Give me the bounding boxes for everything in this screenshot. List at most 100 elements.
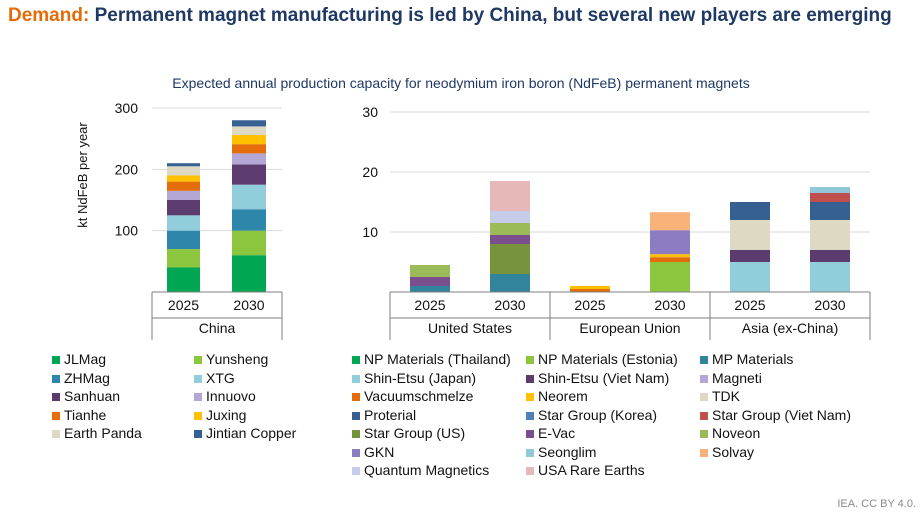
- legend-label: JLMag: [64, 351, 107, 367]
- group-label: United States: [428, 320, 512, 336]
- legend-label: GKN: [364, 443, 395, 460]
- legend-swatch: [700, 374, 708, 383]
- bar-segment-tdk: [810, 220, 850, 250]
- legend-swatch: [194, 430, 202, 438]
- legend-swatch: [352, 374, 360, 383]
- legend-label: Innuovo: [206, 388, 256, 404]
- bar-segment-proterial: [810, 202, 850, 220]
- legend-label: Magneti: [712, 369, 762, 386]
- legend-label: Star Group (Korea): [538, 406, 658, 423]
- legend-swatch: [352, 393, 360, 401]
- legend-item-shin-etsu-japan: Shin-Etsu (Japan): [352, 369, 476, 387]
- legend-swatch: [526, 448, 534, 457]
- bar-segment-xtg: [167, 215, 200, 231]
- legend-item-zhmag: ZHMag: [52, 369, 110, 387]
- legend-label: Solvay: [712, 443, 755, 460]
- legend-label: TDK: [712, 388, 740, 404]
- bar-segment-earth-panda: [232, 126, 266, 135]
- legend-swatch: [700, 411, 708, 420]
- y-axis-label: kt NdFeB per year: [75, 122, 90, 228]
- bar-segment-np-materials-estonia: [650, 262, 690, 292]
- legend-item-earth-panda: Earth Panda: [52, 424, 142, 442]
- legend-swatch: [52, 411, 60, 420]
- legend-label: NP Materials (Thailand): [364, 351, 511, 367]
- y-tick-label: 100: [115, 223, 139, 239]
- legend-swatch: [194, 356, 202, 364]
- legend-item-star-group-us: Star Group (US): [352, 424, 465, 442]
- legend-item-tianhe: Tianhe: [52, 406, 106, 424]
- bar-segment-juxing: [167, 175, 200, 182]
- bar-segment-sanhuan: [167, 200, 200, 216]
- x-tick-label: 2025: [734, 297, 765, 313]
- bar-segment-sanhuan: [232, 164, 266, 185]
- bar-segment-mp-materials: [490, 274, 530, 292]
- bar-segment-mp-materials: [410, 286, 450, 292]
- bar-segment-xtg: [232, 184, 266, 210]
- bar-segment-vacuumschmelze: [570, 289, 610, 292]
- bar-segment-shin-etsu-japan: [810, 262, 850, 292]
- legend-item-quantum-magnetics: Quantum Magnetics: [352, 461, 489, 479]
- bar-segment-jlmag: [167, 267, 200, 292]
- group-label: China: [199, 320, 236, 336]
- bar-segment-shin-etsu-viet-nam: [730, 250, 770, 262]
- legend-label: USA Rare Earths: [538, 462, 645, 478]
- bar-segment-innuovo: [232, 153, 266, 165]
- legend-item-np-materials-thailand: NP Materials (Thailand): [352, 350, 511, 368]
- legend-swatch: [526, 411, 534, 420]
- legend-item-neorem: Neorem: [526, 387, 588, 405]
- y-tick-label: 10: [362, 224, 378, 240]
- legend-label: XTG: [206, 369, 235, 386]
- x-tick-label: 2030: [654, 297, 685, 313]
- bar-segment-tianhe: [167, 181, 200, 191]
- bar-segment-juxing: [232, 134, 266, 145]
- legend-item-seonglim: Seonglim: [526, 443, 596, 461]
- legend-label: E-Vac: [538, 425, 576, 441]
- legend-swatch: [52, 356, 60, 364]
- legend-label: Noveon: [712, 425, 761, 441]
- bar-segment-e-vac: [490, 235, 530, 244]
- bar-segment-jlmag: [232, 255, 266, 292]
- legend-label: Earth Panda: [64, 425, 142, 441]
- legend-item-innuovo: Innuovo: [194, 387, 256, 405]
- bar-segment-innuovo: [167, 190, 200, 200]
- legend-item-vacuumschmelze: Vacuumschmelze: [352, 387, 473, 405]
- bar-segment-tianhe: [232, 144, 266, 154]
- legend-label: NP Materials (Estonia): [538, 351, 678, 367]
- y-tick-label: 300: [115, 100, 139, 116]
- legend-swatch: [52, 374, 60, 383]
- bar-segment-yunsheng: [167, 249, 200, 268]
- group-label: Asia (ex-China): [742, 320, 838, 336]
- legend-label: Seonglim: [538, 443, 597, 460]
- page-title: Demand: Permanent magnet manufacturing i…: [8, 4, 908, 28]
- legend-item-juxing: Juxing: [194, 406, 246, 424]
- bar-segment-zhmag: [232, 209, 266, 231]
- bar-segment-usa-rare-earths: [490, 181, 530, 211]
- legend-swatch: [352, 356, 360, 364]
- bar-segment-tdk: [730, 220, 770, 250]
- legend-swatch: [526, 393, 534, 401]
- legend-label: Sanhuan: [64, 388, 121, 404]
- bar-segment-seonglim: [810, 187, 850, 193]
- legend-item-proterial: Proterial: [352, 406, 416, 424]
- legend-item-e-vac: E-Vac: [526, 424, 575, 442]
- legend-swatch: [526, 356, 534, 364]
- x-tick-label: 2025: [168, 297, 199, 313]
- legend-label: Yunsheng: [206, 351, 269, 367]
- legend-item-gkn: GKN: [352, 443, 394, 461]
- legend-label: Star Group (US): [364, 425, 466, 441]
- bar-segment-vacuumschmelze: [650, 257, 690, 262]
- legend-item-star-group-korea: Star Group (Korea): [526, 406, 657, 424]
- legend-swatch: [700, 430, 708, 438]
- legend-swatch: [352, 411, 360, 420]
- legend-label: Jintian Copper: [206, 425, 297, 441]
- bar-segment-yunsheng: [232, 230, 266, 256]
- legend-swatch: [52, 393, 60, 401]
- legend-item-sanhuan: Sanhuan: [52, 387, 120, 405]
- x-tick-label: 2030: [494, 297, 525, 313]
- legend-item-magneti: Magneti: [700, 369, 762, 387]
- legend-item-star-group-viet-nam: Star Group (Viet Nam): [700, 406, 851, 424]
- legend-label: Quantum Magnetics: [364, 462, 490, 478]
- bar-segment-zhmag: [167, 230, 200, 250]
- legend-swatch: [194, 374, 202, 383]
